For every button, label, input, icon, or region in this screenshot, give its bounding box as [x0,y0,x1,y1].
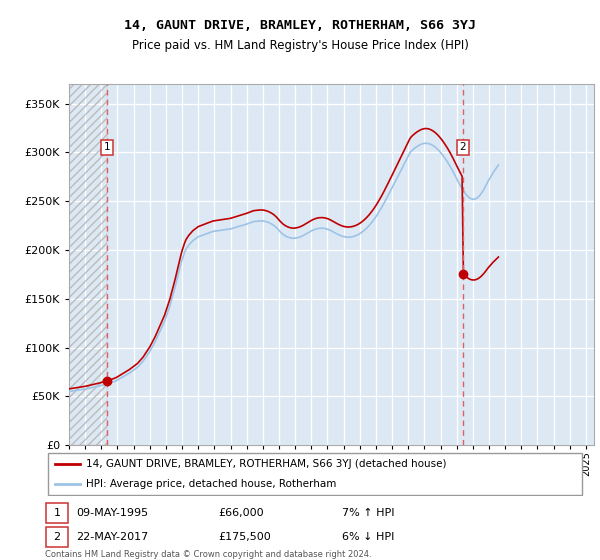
Text: HPI: Average price, detached house, Rotherham: HPI: Average price, detached house, Roth… [86,479,336,489]
Text: 1: 1 [53,508,61,517]
Text: 2: 2 [460,142,466,152]
Text: £66,000: £66,000 [218,508,263,517]
Bar [69,84,107,445]
Text: 14, GAUNT DRIVE, BRAMLEY, ROTHERHAM, S66 3YJ: 14, GAUNT DRIVE, BRAMLEY, ROTHERHAM, S66… [124,19,476,32]
Text: 14, GAUNT DRIVE, BRAMLEY, ROTHERHAM, S66 3YJ (detached house): 14, GAUNT DRIVE, BRAMLEY, ROTHERHAM, S66… [86,459,446,469]
Text: 7% ↑ HPI: 7% ↑ HPI [342,508,395,517]
Text: Price paid vs. HM Land Registry's House Price Index (HPI): Price paid vs. HM Land Registry's House … [131,39,469,52]
Text: £175,500: £175,500 [218,532,271,542]
Text: 6% ↓ HPI: 6% ↓ HPI [342,532,394,542]
FancyBboxPatch shape [46,502,68,523]
Bar [69,84,107,445]
FancyBboxPatch shape [46,526,68,547]
FancyBboxPatch shape [48,453,582,494]
Text: Contains HM Land Registry data © Crown copyright and database right 2024.
This d: Contains HM Land Registry data © Crown c… [45,550,371,560]
Text: 22-MAY-2017: 22-MAY-2017 [76,532,149,542]
Text: 1: 1 [104,142,110,152]
Text: 2: 2 [53,532,61,542]
Text: 09-MAY-1995: 09-MAY-1995 [76,508,148,517]
